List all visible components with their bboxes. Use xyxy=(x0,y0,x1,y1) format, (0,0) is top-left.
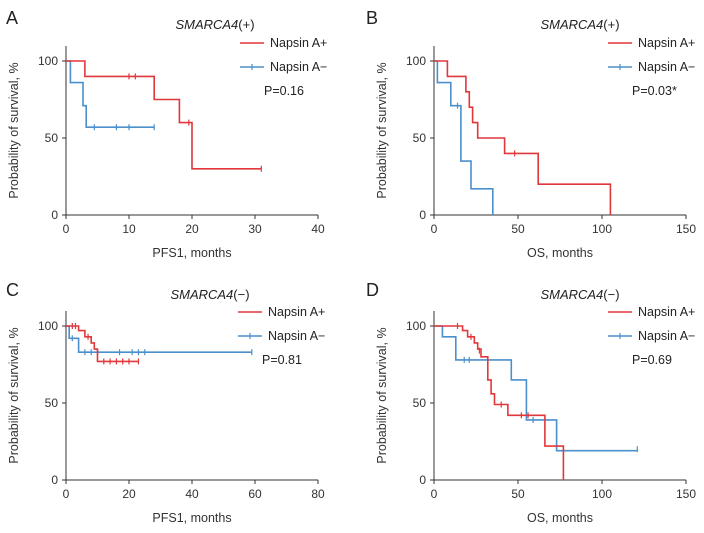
panel-d-y-tick-label: 0 xyxy=(419,473,426,487)
panel-b-x-label: OS, months xyxy=(527,246,593,260)
panel-c-y-label: Probability of survival, % xyxy=(7,327,21,463)
panel-b-y-tick-label: 50 xyxy=(413,131,427,145)
panel-d-pvalue: P=0.69 xyxy=(632,353,672,367)
panel-b-letter: B xyxy=(366,8,378,28)
panel-c-y-tick-label: 0 xyxy=(51,473,58,487)
panel-a-letter: A xyxy=(6,8,18,28)
panel-a-title-suffix: (+) xyxy=(238,17,254,32)
panel-b-legend-label: Napsin A+ xyxy=(638,36,695,50)
panel-a-series-napsin-pos-line xyxy=(66,60,262,170)
panel-d-title: SMARCA4(−) xyxy=(540,287,619,302)
panel-a-y-label: Probability of survival, % xyxy=(7,62,21,198)
panel-b-title: SMARCA4(+) xyxy=(540,17,619,32)
panel-d-title-suffix: (−) xyxy=(603,287,619,302)
panel-a-title: SMARCA4(+) xyxy=(175,17,254,32)
panel-d-title-gene: SMARCA4 xyxy=(540,287,603,302)
panel-c-x-tick-label: 80 xyxy=(311,487,325,501)
panel-c-title-suffix: (−) xyxy=(233,287,249,302)
panel-d-series-napsin-pos-line xyxy=(434,325,565,480)
panel-a-series-napsin-neg-line xyxy=(66,60,155,128)
panel-c-title: SMARCA4(−) xyxy=(170,287,249,302)
panel-b-x-tick-label: 50 xyxy=(511,222,525,236)
panel-d-y-label: Probability of survival, % xyxy=(375,327,389,463)
panel-d-legend-label: Napsin A− xyxy=(638,329,695,343)
panel-d-x-tick-label: 150 xyxy=(676,487,696,501)
panel-c-letter: C xyxy=(6,280,19,300)
panel-d-y-tick-label: 50 xyxy=(413,396,427,410)
panel-b-y-label: Probability of survival, % xyxy=(375,62,389,198)
panel-c-series-napsin-pos-line xyxy=(66,325,139,363)
panel-c-x-tick-label: 40 xyxy=(185,487,199,501)
panel-c: C SMARCA4(−) 0 20 40 60 80 0 50 100 PFS1, months Pr… xyxy=(6,280,325,525)
panel-d-x-tick-label: 0 xyxy=(431,487,438,501)
panel-a-x-tick-label: 10 xyxy=(122,222,136,236)
panel-d-legend-label: Napsin A+ xyxy=(638,305,695,319)
panel-a-legend-label: Napsin A− xyxy=(270,60,327,74)
panel-c-x-label: PFS1, months xyxy=(152,511,231,525)
panel-a-x-tick-label: 0 xyxy=(63,222,70,236)
panel-c-x-tick-label: 20 xyxy=(122,487,136,501)
panel-a-x-tick-label: 20 xyxy=(185,222,199,236)
panel-a-y-tick-label: 0 xyxy=(51,208,58,222)
panel-d-x-tick-label: 50 xyxy=(511,487,525,501)
panel-b-series-napsin-neg-line xyxy=(434,60,494,215)
panel-b-pvalue: P=0.03* xyxy=(632,84,677,98)
panel-d: D SMARCA4(−) 0 50 100 150 0 50 100 OS, months Prob… xyxy=(366,280,696,525)
panel-b-legend-label: Napsin A− xyxy=(638,60,695,74)
panel-c-x-tick-label: 0 xyxy=(63,487,70,501)
panel-a-x-label: PFS1, months xyxy=(152,246,231,260)
panel-b-y-tick-label: 0 xyxy=(419,208,426,222)
panel-d-letter: D xyxy=(366,280,379,300)
panel-c-pvalue: P=0.81 xyxy=(262,353,302,367)
panel-a-legend-label: Napsin A+ xyxy=(270,36,327,50)
panel-a-y-tick-label: 100 xyxy=(38,54,58,68)
panel-b: B SMARCA4(+) 0 50 100 150 0 50 100 OS, months Prob… xyxy=(366,8,696,260)
panel-a-x-tick-label: 40 xyxy=(311,222,325,236)
panel-b-y-tick-label: 100 xyxy=(406,54,426,68)
panel-c-legend-label: Napsin A+ xyxy=(268,305,325,319)
panel-b-x-tick-label: 150 xyxy=(676,222,696,236)
panel-b-title-gene: SMARCA4 xyxy=(540,17,603,32)
panel-c-legend-label: Napsin A− xyxy=(268,329,325,343)
panel-b-x-tick-label: 100 xyxy=(592,222,612,236)
panel-d-y-tick-label: 100 xyxy=(406,319,426,333)
panel-a-pvalue: P=0.16 xyxy=(264,84,304,98)
panel-a-y-tick-label: 50 xyxy=(45,131,59,145)
panel-d-x-tick-label: 100 xyxy=(592,487,612,501)
panel-b-series-napsin-pos-line xyxy=(434,60,612,215)
panel-c-x-tick-label: 60 xyxy=(248,487,262,501)
panel-a-title-gene: SMARCA4 xyxy=(175,17,238,32)
panel-b-x-tick-label: 0 xyxy=(431,222,438,236)
panel-a-x-tick-label: 30 xyxy=(248,222,262,236)
panel-c-y-tick-label: 50 xyxy=(45,396,59,410)
panel-a: A SMARCA4(+) 0 10 20 30 40 0 50 100 PFS1, months Pr… xyxy=(6,8,327,260)
panel-d-x-label: OS, months xyxy=(527,511,593,525)
panel-d-series-napsin-neg-line xyxy=(434,325,638,452)
panel-b-title-suffix: (+) xyxy=(603,17,619,32)
panel-c-title-gene: SMARCA4 xyxy=(170,287,233,302)
panel-c-y-tick-label: 100 xyxy=(38,319,58,333)
